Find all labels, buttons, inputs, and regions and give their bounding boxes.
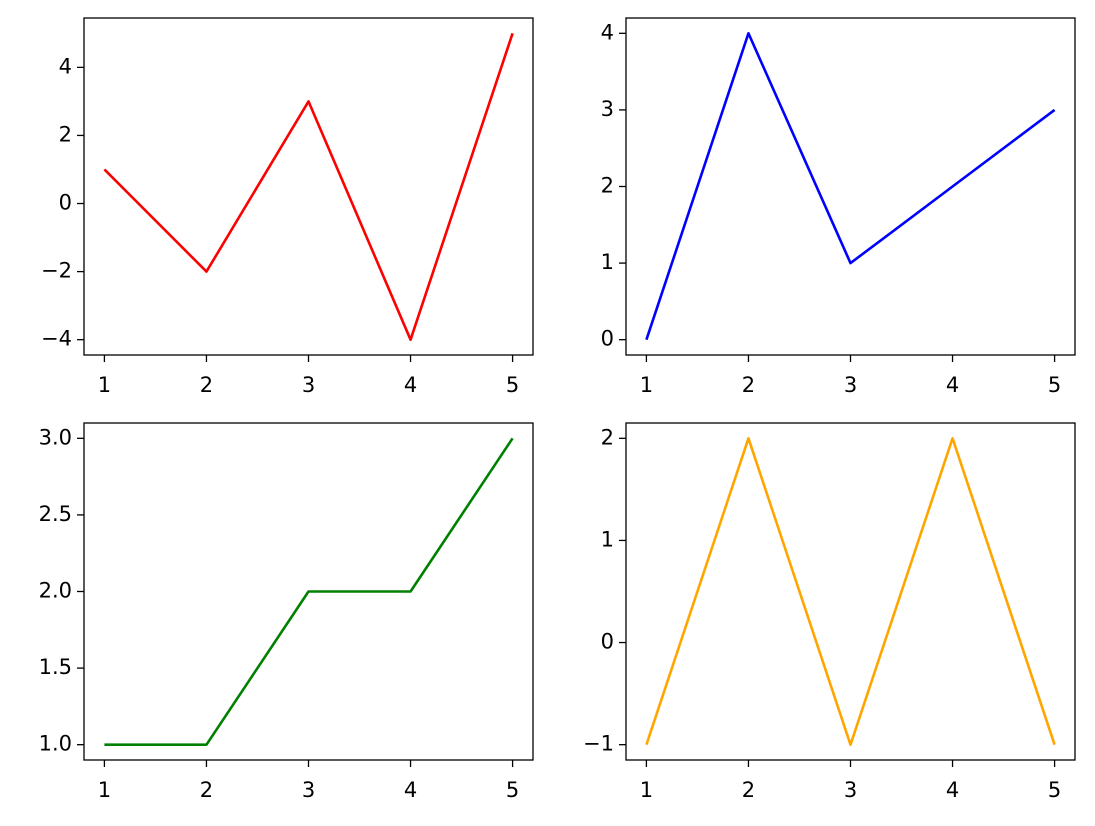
- x-tick-label: 4: [946, 778, 959, 802]
- x-tick-label: 2: [200, 373, 213, 397]
- x-tick-label: 5: [506, 778, 519, 802]
- axes-frame: [83, 17, 534, 356]
- y-tick-label: 1.5: [39, 655, 72, 679]
- y-tick-label: 2: [601, 174, 614, 198]
- x-tick-label: 3: [844, 778, 857, 802]
- x-tick-label: 4: [404, 778, 417, 802]
- axes-frame: [625, 422, 1076, 761]
- line: [104, 437, 514, 746]
- x-tick-label: 2: [742, 778, 755, 802]
- x-tick-label: 3: [844, 373, 857, 397]
- y-tick-label: 2.5: [39, 502, 72, 526]
- x-tick-label: 5: [1048, 373, 1061, 397]
- line: [645, 32, 1056, 341]
- y-tick-label: 0: [601, 327, 614, 351]
- x-tick-label: 2: [200, 778, 213, 802]
- x-tick-label: 1: [98, 778, 111, 802]
- x-tick-label: 2: [742, 373, 755, 397]
- axes-frame: [625, 17, 1076, 356]
- x-tick-label: 1: [98, 373, 111, 397]
- y-tick-label: 0: [59, 191, 72, 215]
- x-tick-label: 3: [302, 373, 315, 397]
- x-tick-label: 3: [302, 778, 315, 802]
- line: [103, 32, 514, 341]
- y-tick-label: 2.0: [39, 579, 72, 603]
- y-tick-label: −4: [41, 327, 72, 351]
- x-tick-label: 5: [1048, 778, 1061, 802]
- y-tick-label: −1: [583, 732, 614, 756]
- y-tick-label: 2: [601, 425, 614, 449]
- x-tick-label: 4: [946, 373, 959, 397]
- y-tick-label: 4: [601, 20, 614, 44]
- y-tick-label: 1.0: [39, 732, 72, 756]
- x-tick-label: 5: [506, 373, 519, 397]
- y-tick-label: 1: [601, 250, 614, 274]
- x-tick-label: 1: [640, 778, 653, 802]
- y-tick-label: 3: [601, 97, 614, 121]
- y-tick-label: 4: [59, 54, 72, 78]
- y-tick-label: −2: [41, 259, 72, 283]
- x-tick-label: 4: [404, 373, 417, 397]
- x-tick-label: 1: [640, 373, 653, 397]
- y-tick-label: 3.0: [39, 425, 72, 449]
- line: [645, 437, 1056, 746]
- y-tick-label: 2: [59, 122, 72, 146]
- y-tick-label: 1: [601, 527, 614, 551]
- y-tick-label: 0: [601, 630, 614, 654]
